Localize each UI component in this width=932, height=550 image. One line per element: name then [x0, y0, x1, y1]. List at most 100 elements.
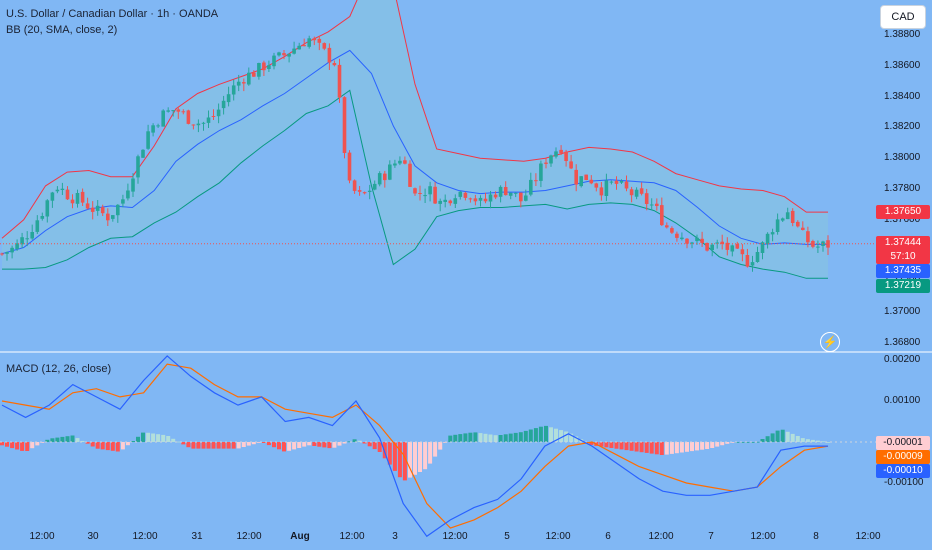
macd-histogram-bar: [297, 442, 302, 448]
candle-body: [15, 243, 19, 250]
candle-body: [136, 156, 140, 178]
candle-body: [428, 186, 432, 195]
x-tick-label: 7: [708, 531, 714, 542]
macd-histogram-bar: [261, 442, 266, 443]
macd-histogram-bar: [25, 442, 30, 451]
candle-body: [398, 160, 402, 164]
y-tick-label: 1.38600: [884, 59, 921, 71]
macd-histogram-bar: [488, 434, 493, 442]
macd-histogram-bar: [795, 436, 800, 442]
candle-body: [609, 181, 614, 183]
x-tick-label: 31: [191, 531, 203, 542]
candle-body: [121, 199, 125, 204]
signal-tag: -0.00009: [876, 450, 930, 464]
candle-body: [131, 178, 135, 192]
candle-body: [231, 85, 236, 95]
macd-histogram-bar: [715, 442, 720, 447]
candle-body: [5, 252, 9, 254]
macd-histogram-bar: [272, 442, 276, 448]
bb-basis-line: [1, 49, 828, 255]
countdown-tag: 57:10: [876, 250, 930, 264]
macd-histogram-bar: [508, 433, 513, 442]
macd-histogram-bar: [790, 433, 795, 442]
macd-histogram-bar: [347, 441, 352, 443]
currency-button[interactable]: CAD: [880, 5, 926, 29]
candle-body: [35, 220, 40, 232]
candle-body: [539, 163, 543, 181]
candle-body: [60, 188, 65, 190]
candle-body: [357, 190, 362, 192]
macd-histogram-bar: [322, 442, 327, 448]
candle-body: [362, 192, 367, 194]
candle-body: [554, 151, 558, 157]
candle-body: [166, 110, 170, 112]
candle-body: [347, 152, 352, 181]
candle-body: [302, 45, 306, 47]
macd-histogram-bar: [549, 427, 553, 442]
candle-body: [750, 262, 755, 266]
candle-body: [106, 213, 110, 221]
candle-body: [221, 100, 226, 109]
candle-body: [297, 45, 301, 50]
candle-body: [715, 242, 719, 244]
macd-histogram-bar: [342, 442, 347, 444]
bb-legend[interactable]: BB (20, SMA, close, 2): [6, 24, 118, 36]
macd-histogram-bar: [226, 442, 231, 449]
x-tick-label: 12:00: [29, 531, 55, 542]
candle-body: [524, 195, 528, 201]
macd-histogram-bar: [312, 442, 317, 446]
candle-body: [277, 52, 281, 56]
macd-histogram-bar: [438, 442, 443, 450]
candle-body: [801, 227, 805, 230]
macd-histogram-bar: [725, 442, 730, 444]
macd-histogram-bar: [181, 442, 186, 445]
candle-body: [151, 125, 155, 133]
macd-histogram-bar: [493, 435, 498, 442]
macd-histogram-bar: [644, 442, 649, 453]
macd-histogram-bar: [463, 433, 468, 442]
macd-histogram-bar: [800, 438, 805, 442]
macd-histogram-bar: [70, 435, 75, 442]
macd-tag: -0.00010: [876, 464, 930, 478]
candle-body: [418, 193, 422, 194]
candle-body: [0, 253, 4, 255]
macd-histogram-bar: [141, 432, 145, 442]
x-tick-label: 6: [605, 531, 611, 542]
macd-histogram-bar: [513, 432, 518, 442]
macd-histogram-bar: [236, 442, 241, 449]
x-tick-label: 5: [504, 531, 510, 542]
symbol-title[interactable]: U.S. Dollar / Canadian Dollar · 1h · OAN…: [6, 8, 219, 20]
candle-body: [257, 63, 261, 77]
macd-histogram-bar: [599, 442, 604, 447]
candle-body: [100, 207, 105, 214]
macd-histogram-bar: [634, 442, 639, 452]
candle-body: [206, 117, 211, 123]
lightning-icon[interactable]: ⚡: [820, 332, 840, 352]
histogram-tag: -0.00001: [876, 436, 930, 450]
candle-body: [352, 180, 357, 191]
macd-histogram-bar: [146, 432, 151, 442]
macd-histogram-bar: [720, 442, 725, 446]
candle-body: [634, 189, 639, 197]
macd-histogram-bar: [775, 430, 780, 442]
macd-histogram-bar: [110, 442, 115, 451]
macd-histogram-bar: [191, 442, 196, 449]
candle-body: [156, 125, 160, 127]
candle-body: [312, 38, 317, 41]
candle-body: [181, 111, 186, 113]
macd-histogram-bar: [468, 432, 473, 442]
candle-body: [710, 244, 714, 251]
candle-body: [262, 62, 266, 71]
candle-body: [488, 194, 493, 202]
macd-histogram-bar: [136, 436, 140, 442]
macd-legend[interactable]: MACD (12, 26, close): [6, 363, 112, 375]
macd-histogram-bar: [85, 442, 90, 444]
x-tick-label: 12:00: [339, 531, 365, 542]
x-tick-label: 12:00: [442, 531, 468, 542]
macd-histogram-bar: [679, 442, 684, 453]
macd-histogram-bar: [246, 442, 251, 446]
macd-histogram-bar: [302, 442, 307, 447]
macd-histogram-bar: [745, 442, 750, 443]
candle-body: [695, 237, 699, 242]
